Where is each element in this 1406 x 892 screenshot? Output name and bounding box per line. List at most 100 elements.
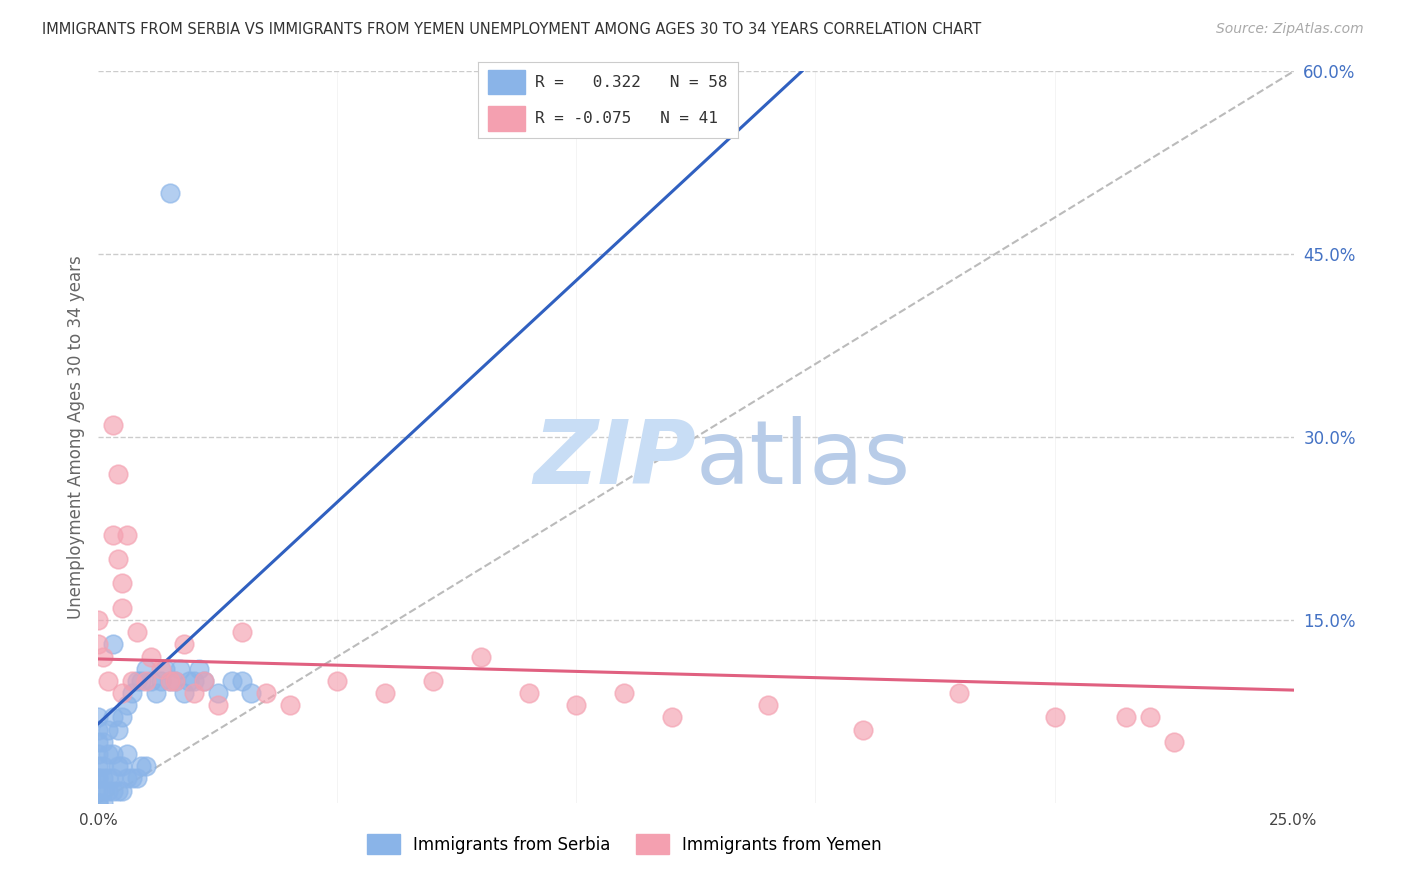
Point [101, 772, 124, 786]
Point [101, 637, 124, 651]
Point [231, 625, 253, 640]
Point [111, 783, 134, 797]
Point [87, 735, 110, 749]
Point [91, 759, 114, 773]
Point [87, 772, 110, 786]
Text: atlas: atlas [696, 416, 911, 502]
Point [517, 686, 540, 700]
Point [91, 796, 114, 810]
Point [131, 759, 153, 773]
Point [107, 783, 129, 797]
Point [111, 759, 134, 773]
Point [422, 673, 444, 688]
Point [231, 673, 253, 688]
Point [135, 759, 157, 773]
Point [159, 673, 181, 688]
Point [125, 772, 148, 786]
Point [87, 613, 110, 627]
Point [948, 686, 970, 700]
Point [97, 747, 120, 761]
Point [87, 710, 110, 724]
Point [565, 698, 588, 713]
Point [149, 662, 172, 676]
Point [756, 698, 779, 713]
Point [193, 673, 215, 688]
Text: ZIP: ZIP [533, 416, 696, 502]
Point [111, 600, 134, 615]
Point [111, 686, 134, 700]
Point [135, 662, 157, 676]
Point [1043, 710, 1066, 724]
Point [374, 686, 396, 700]
Text: R =   0.322   N = 58: R = 0.322 N = 58 [536, 75, 728, 90]
Point [187, 662, 209, 676]
Point [97, 723, 120, 737]
Point [87, 796, 110, 810]
Point [240, 686, 263, 700]
Point [149, 673, 172, 688]
Point [169, 662, 191, 676]
Point [173, 686, 195, 700]
Point [613, 686, 636, 700]
Point [470, 649, 492, 664]
Y-axis label: Unemployment Among Ages 30 to 34 years: Unemployment Among Ages 30 to 34 years [66, 255, 84, 619]
Point [115, 698, 138, 713]
Point [131, 673, 153, 688]
Point [115, 527, 138, 541]
Point [111, 576, 134, 591]
Point [852, 723, 875, 737]
Point [183, 686, 205, 700]
Legend: Immigrants from Serbia, Immigrants from Yemen: Immigrants from Serbia, Immigrants from … [360, 828, 889, 860]
Point [1163, 735, 1185, 749]
Point [87, 723, 110, 737]
Point [121, 673, 143, 688]
Point [115, 747, 138, 761]
Point [115, 772, 138, 786]
Bar [488, 70, 524, 95]
Point [193, 673, 215, 688]
Point [101, 417, 124, 432]
Point [159, 186, 181, 201]
Bar [488, 106, 524, 130]
Point [97, 783, 120, 797]
Point [107, 723, 129, 737]
Point [101, 527, 124, 541]
Point [107, 552, 129, 566]
Point [87, 783, 110, 797]
Point [254, 686, 277, 700]
Point [326, 673, 349, 688]
Point [179, 673, 201, 688]
Text: Source: ZipAtlas.com: Source: ZipAtlas.com [1216, 22, 1364, 37]
Point [1115, 710, 1137, 724]
Point [139, 673, 162, 688]
Point [101, 710, 124, 724]
Point [87, 747, 110, 761]
Point [135, 673, 157, 688]
Point [97, 772, 120, 786]
Point [87, 759, 110, 773]
Point [163, 673, 186, 688]
Point [91, 735, 114, 749]
Point [207, 686, 229, 700]
Text: R = -0.075   N = 41: R = -0.075 N = 41 [536, 111, 718, 126]
Point [221, 673, 243, 688]
Text: IMMIGRANTS FROM SERBIA VS IMMIGRANTS FROM YEMEN UNEMPLOYMENT AMONG AGES 30 TO 34: IMMIGRANTS FROM SERBIA VS IMMIGRANTS FRO… [42, 22, 981, 37]
Point [163, 673, 186, 688]
Point [87, 637, 110, 651]
Point [125, 673, 148, 688]
Point [1139, 710, 1161, 724]
Point [207, 698, 229, 713]
Point [183, 673, 205, 688]
Point [278, 698, 301, 713]
Point [173, 637, 195, 651]
Point [125, 625, 148, 640]
Point [111, 710, 134, 724]
Point [91, 772, 114, 786]
Point [97, 673, 120, 688]
Point [139, 649, 162, 664]
Point [121, 772, 143, 786]
Point [91, 783, 114, 797]
Point [121, 686, 143, 700]
Point [87, 772, 110, 786]
Point [145, 686, 167, 700]
